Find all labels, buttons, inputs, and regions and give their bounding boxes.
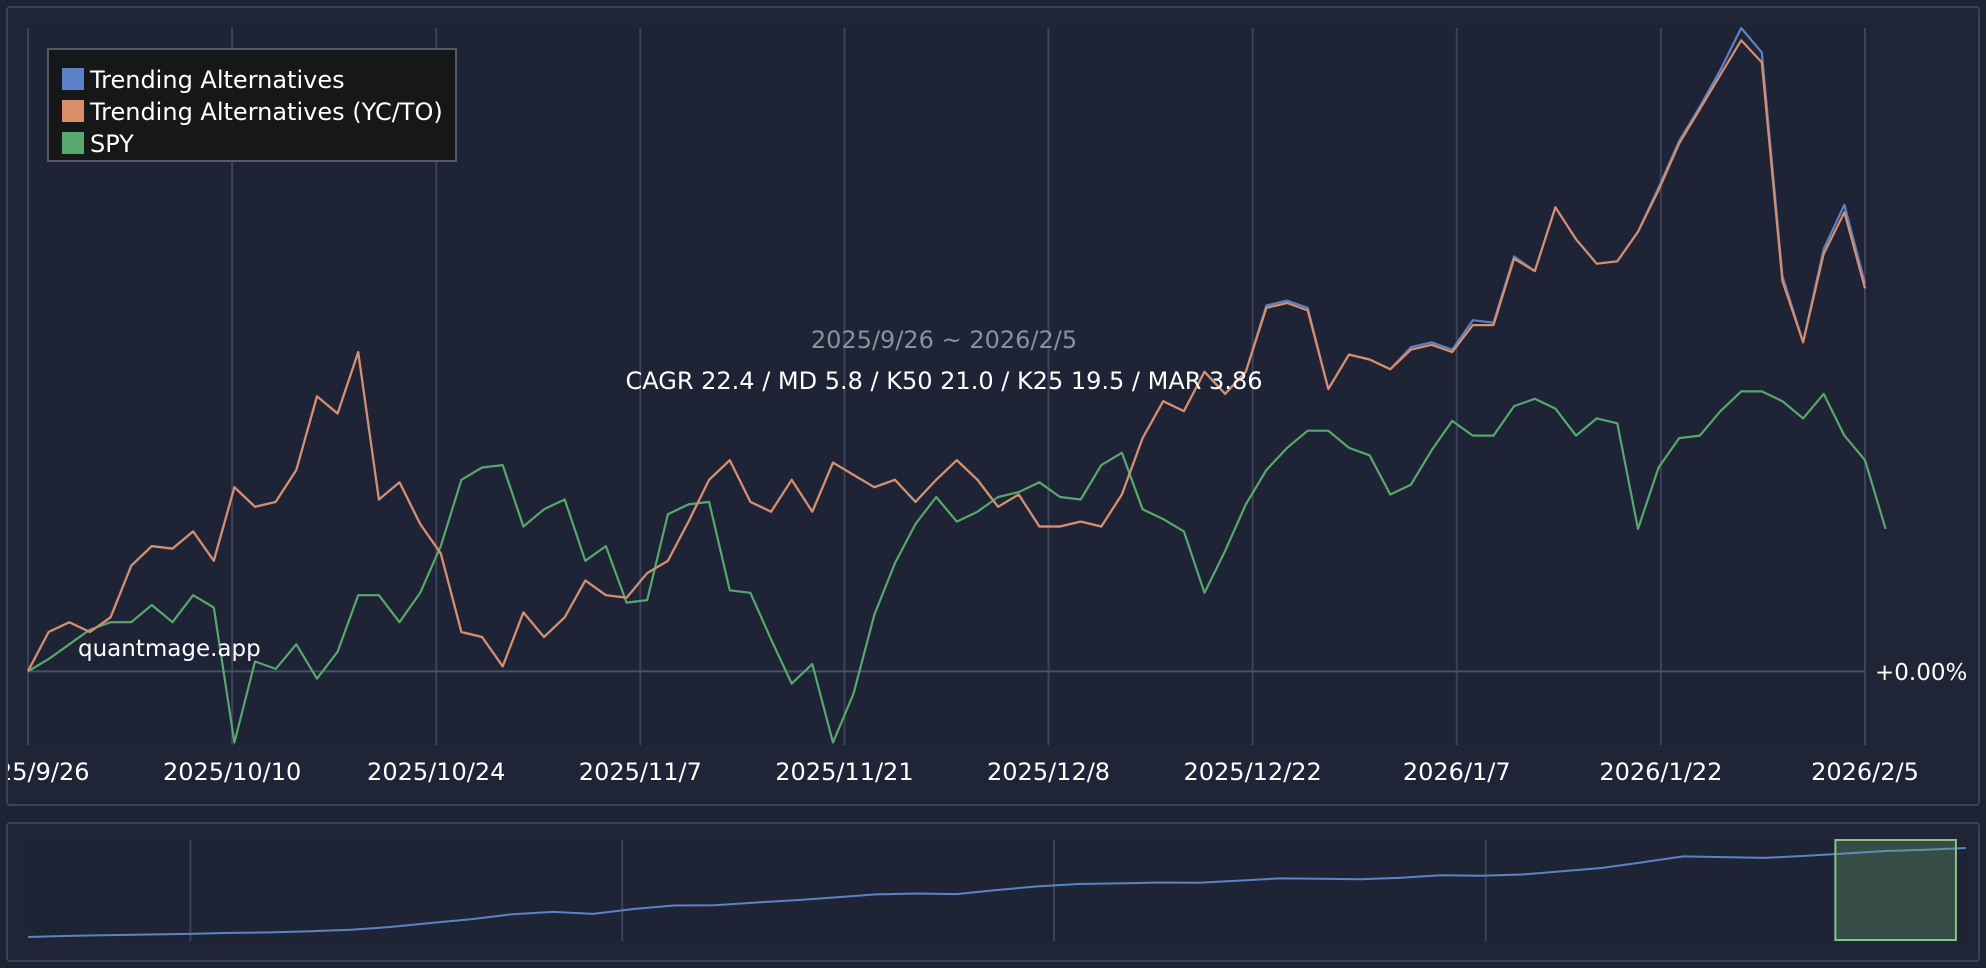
- x-tick-label: 2025/9/26: [8, 758, 90, 786]
- x-tick-label: 2025/10/10: [163, 758, 301, 786]
- legend-swatch: [62, 100, 84, 122]
- legend: Trending Alternatives Trending Alternativ…: [47, 48, 457, 162]
- x-tick-label: 2025/11/21: [775, 758, 913, 786]
- x-tick-label: 2025/11/7: [579, 758, 702, 786]
- legend-box: [47, 48, 457, 162]
- legend-label[interactable]: SPY: [90, 130, 134, 158]
- navigator-panel: [6, 822, 1980, 962]
- legend-label[interactable]: Trending Alternatives (YC/TO): [89, 98, 443, 126]
- x-tick-label: 2026/1/7: [1403, 758, 1511, 786]
- x-tick-label: 2026/1/22: [1599, 758, 1722, 786]
- series-layer: [27, 26, 1887, 744]
- legend-swatch: [62, 68, 84, 90]
- x-tick-label: 2025/10/24: [367, 758, 505, 786]
- stats-line: CAGR 22.4 / MD 5.8 / K50 21.0 / K25 19.5…: [625, 367, 1262, 395]
- navigator-series-line: [27, 847, 1967, 938]
- x-tick-label: 2026/2/5: [1811, 758, 1919, 786]
- zero-label: +0.00%: [1875, 660, 1967, 686]
- legend-label[interactable]: Trending Alternatives: [89, 66, 345, 94]
- main-chart-panel: +0.00% 2025/9/262025/10/102025/10/242025…: [0, 6, 1980, 806]
- navigator-selection-window[interactable]: [1834, 839, 1957, 941]
- series-line-2: [27, 390, 1887, 744]
- legend-swatch: [62, 132, 84, 154]
- series-line-1: [27, 39, 1867, 672]
- x-axis-ticks: 2025/9/26 2025/10/10 2025/10/24 2025/11/7 20…: [0, 758, 1919, 786]
- watermark: quantmage.app: [78, 636, 261, 662]
- main-chart: +0.00% 2025/9/262025/10/102025/10/242025…: [0, 26, 1967, 786]
- x-tick-label: 2025/12/8: [987, 758, 1110, 786]
- date-range-subtitle: 2025/9/26 ~ 2026/2/5: [811, 326, 1077, 354]
- navigator-grid: [189, 840, 1487, 941]
- x-tick-label: 2025/12/22: [1184, 758, 1322, 786]
- navigator-chart[interactable]: [8, 824, 1978, 960]
